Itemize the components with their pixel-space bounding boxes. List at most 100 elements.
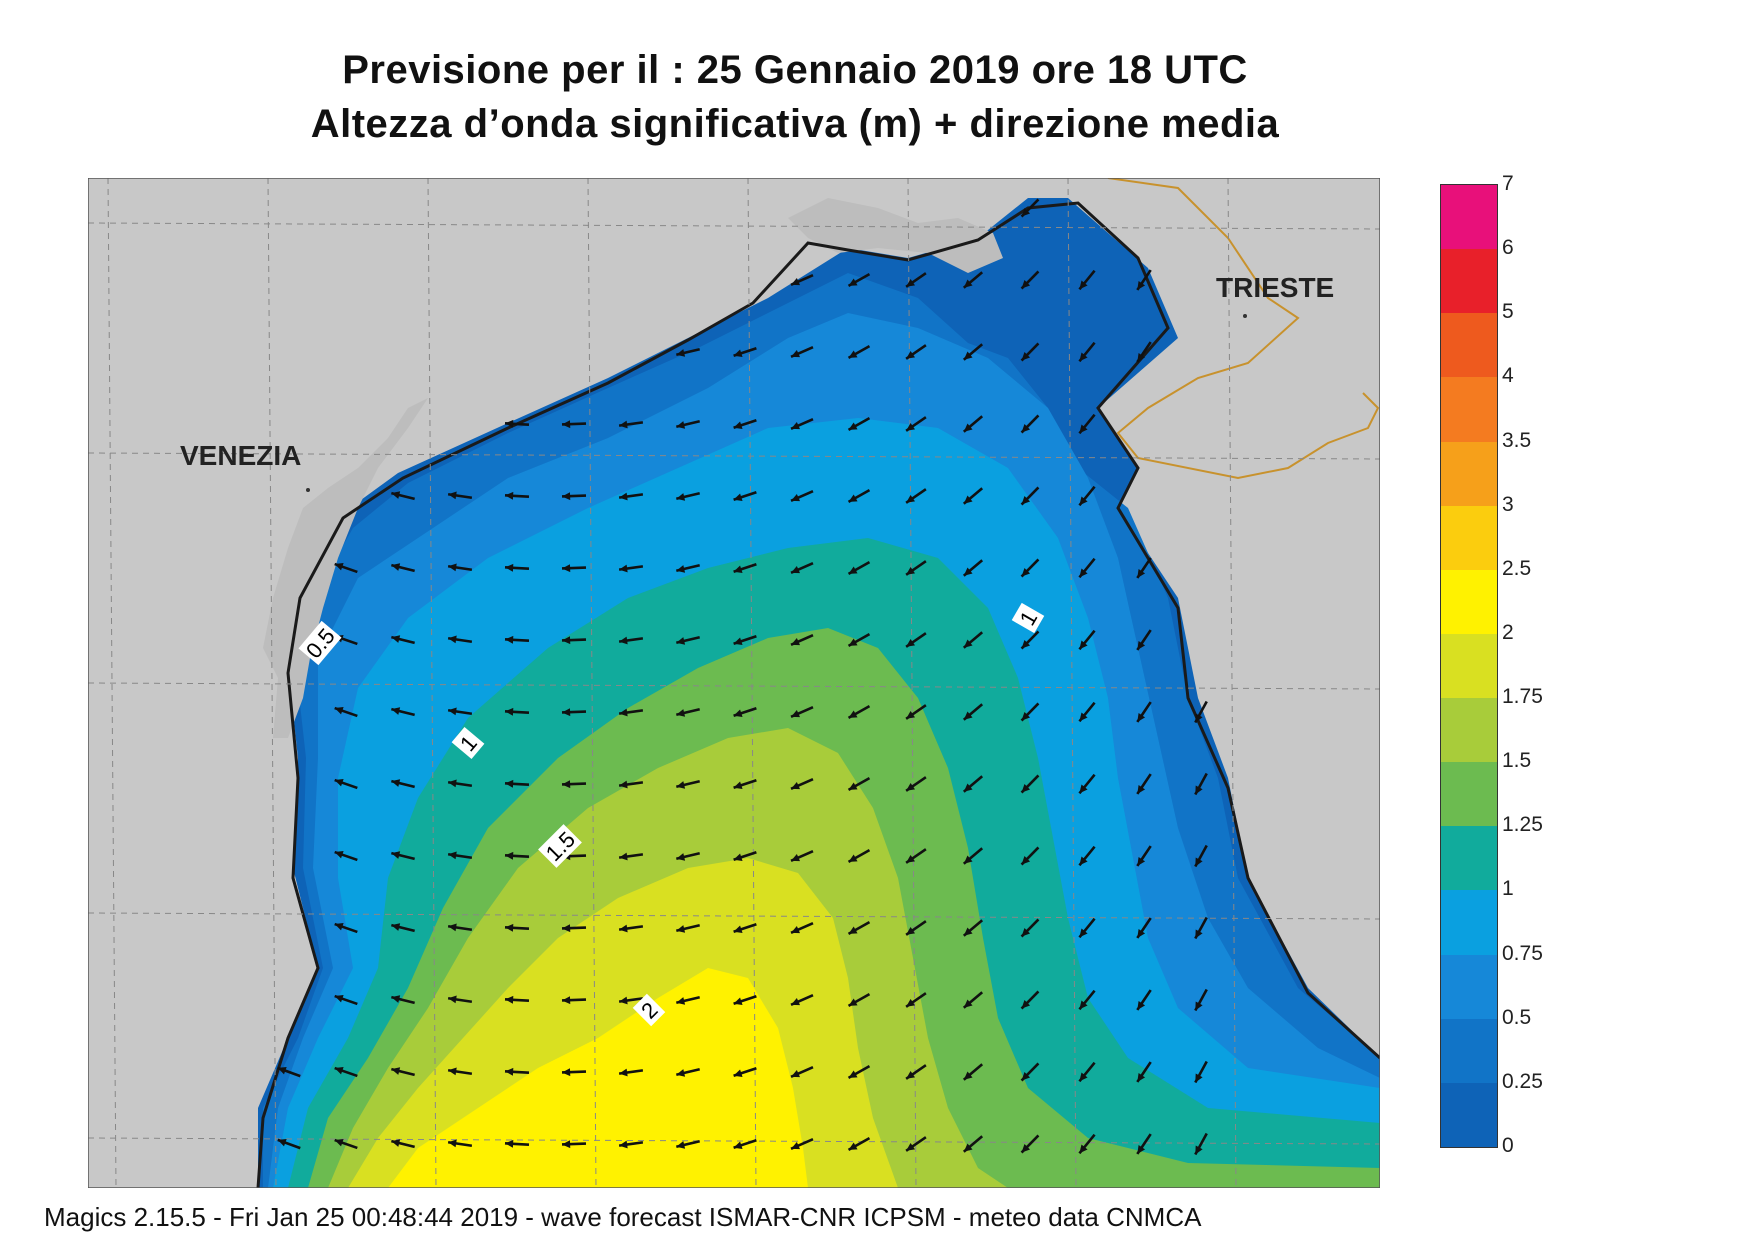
wave-arrow <box>391 923 415 933</box>
wave-arrow <box>790 489 814 503</box>
grid-meridian <box>1067 178 1077 1188</box>
wave-arrow <box>1194 1060 1208 1084</box>
wave-arrow <box>447 851 473 860</box>
wave-arrow <box>1194 700 1208 724</box>
wave-arrow <box>676 780 700 789</box>
wave-arrow <box>1078 989 1096 1011</box>
wave-arrow <box>790 417 814 431</box>
wave-arrow <box>504 491 530 500</box>
graticule <box>88 178 1380 1188</box>
wave-arrow <box>504 995 530 1004</box>
wave-arrow <box>962 1135 984 1153</box>
wave-arrow <box>790 633 814 647</box>
legend-color-box <box>1441 377 1497 443</box>
legend-tick-label: 1.75 <box>1502 685 1543 709</box>
wave-arrow <box>447 563 473 572</box>
marano-lagoon <box>788 198 1003 273</box>
wave-arrow <box>277 1066 301 1078</box>
wave-arrow <box>733 778 757 790</box>
legend-tick-label: 2.5 <box>1502 556 1532 580</box>
wave-map-svg: 0.5 1 1 1.5 2 <box>88 178 1380 1188</box>
wave-arrow <box>790 1137 814 1151</box>
wave-arrow <box>1194 1132 1208 1156</box>
wave-arrow <box>561 492 587 501</box>
grid-meridian <box>107 178 117 1188</box>
wave-arrow <box>1078 701 1096 723</box>
wave-arrow <box>561 1140 587 1149</box>
wave-arrow <box>504 779 530 788</box>
wave-arrow <box>790 1065 814 1079</box>
legend-tick-label: 0.5 <box>1502 1005 1532 1029</box>
wave-arrow <box>1020 558 1040 578</box>
wave-arrow <box>1078 413 1096 435</box>
wave-arrow <box>561 708 587 717</box>
wave-arrow <box>1020 630 1040 650</box>
wave-arrow <box>447 707 473 716</box>
legend-tick-label: 1 <box>1502 877 1514 901</box>
legend-tick-label: 5 <box>1502 300 1514 324</box>
legend-tick-label: 1.5 <box>1502 749 1532 773</box>
legend-color-box <box>1441 1018 1497 1084</box>
wave-arrow <box>962 343 984 361</box>
legend-color-box <box>1441 505 1497 571</box>
wave-arrow <box>1020 342 1040 362</box>
wave-arrow <box>1020 414 1040 434</box>
wave-arrow <box>733 346 757 358</box>
wave-arrow <box>962 631 984 649</box>
wave-arrow <box>334 1066 358 1078</box>
wave-arrow <box>962 703 984 721</box>
wave-arrow <box>905 416 927 432</box>
wave-arrow <box>1020 702 1040 722</box>
wave-arrow <box>905 560 927 576</box>
wave-arrow <box>391 491 415 501</box>
wave-arrow <box>676 420 700 429</box>
legend-color-box <box>1441 954 1497 1020</box>
wave-arrow <box>1078 917 1096 939</box>
wave-arrow <box>334 922 358 934</box>
color-legend <box>1440 184 1498 1148</box>
wave-arrow <box>504 923 530 932</box>
wave-arrow <box>1136 773 1152 795</box>
wave-arrow <box>618 492 644 501</box>
wave-arrow <box>733 850 757 862</box>
wave-arrow <box>391 851 415 861</box>
wave-arrow <box>618 1140 644 1149</box>
legend-color-box <box>1441 185 1497 250</box>
wave-arrow <box>1136 629 1152 651</box>
wave-arrow <box>447 995 473 1004</box>
wave-arrow <box>847 1065 871 1079</box>
wave-arrow <box>790 993 814 1007</box>
wave-arrow <box>334 778 358 790</box>
wave-arrow <box>1136 1061 1152 1083</box>
wave-arrow <box>790 273 814 287</box>
wave-arrow <box>1078 1133 1096 1155</box>
wave-arrow <box>790 921 814 935</box>
legend-color-box <box>1441 633 1497 699</box>
legend-tick-label: 2 <box>1502 620 1514 644</box>
wave-arrow <box>733 994 757 1006</box>
venezia-marker <box>306 488 310 492</box>
wave-arrow <box>334 1138 358 1150</box>
wave-arrow <box>561 564 587 573</box>
wave-arrow <box>504 563 530 572</box>
wave-arrow <box>905 776 927 792</box>
wave-arrow <box>447 635 473 644</box>
wave-arrow <box>334 706 358 718</box>
wave-arrow <box>618 420 644 429</box>
grid-meridian <box>1227 178 1237 1188</box>
coastline <box>256 201 1380 1188</box>
wave-arrow <box>962 487 984 505</box>
chart-title-line1: Previsione per il : 25 Gennaio 2019 ore … <box>342 48 1248 92</box>
wave-arrow <box>447 1067 473 1076</box>
wave-arrow <box>847 273 871 287</box>
contour-band-2-25 <box>388 968 808 1188</box>
wave-arrow <box>962 271 984 289</box>
legend-tick-label: 3.5 <box>1502 428 1532 452</box>
wave-arrow <box>391 995 415 1005</box>
wave-arrow <box>447 923 473 932</box>
wave-arrow <box>447 779 473 788</box>
wave-arrow <box>1020 774 1040 794</box>
wave-arrow <box>561 924 587 933</box>
wave-arrow <box>733 1066 757 1078</box>
wave-arrow <box>1136 557 1152 579</box>
